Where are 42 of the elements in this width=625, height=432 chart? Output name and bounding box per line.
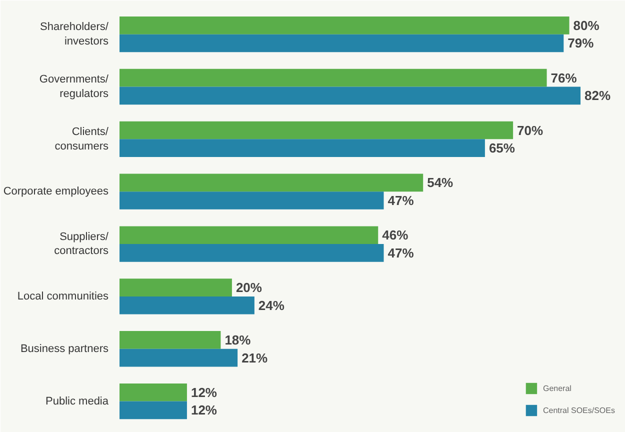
bar	[120, 244, 384, 262]
bar	[120, 68, 547, 87]
y-tick-label: Business partners	[20, 342, 109, 355]
bar	[120, 278, 232, 296]
data-label: 65%	[488, 140, 516, 156]
data-label: 12%	[190, 384, 218, 400]
y-tick-label: Corporate employees	[3, 186, 109, 198]
bar	[120, 121, 514, 140]
data-label: 79%	[568, 36, 594, 51]
data-label: 18%	[224, 332, 252, 348]
data-label: 76%	[550, 70, 578, 86]
data-label: 24%	[258, 298, 285, 313]
data-label: 12%	[190, 402, 218, 418]
data-label: 46%	[382, 228, 409, 243]
y-tick-label: Public media	[46, 395, 110, 408]
y-tick-label: Shareholders/ investors	[40, 21, 110, 48]
data-label: 20%	[236, 280, 262, 296]
data-label: 70%	[517, 122, 544, 138]
bar	[120, 192, 384, 210]
data-label: 47%	[388, 245, 414, 260]
y-tick-label: Suppliers/ contractors	[54, 230, 110, 258]
bar	[120, 331, 221, 349]
data-label: 82%	[584, 88, 611, 104]
y-tick-label: Clients/ consumers	[54, 126, 110, 152]
data-label: 54%	[427, 175, 454, 190]
bar	[120, 226, 378, 244]
bar	[120, 348, 238, 367]
bar	[120, 174, 424, 192]
data-label: 80%	[573, 18, 600, 33]
bar	[120, 383, 187, 402]
bar	[120, 16, 570, 34]
y-tick-label: Governments/ regulators	[39, 74, 110, 100]
data-label: 47%	[388, 193, 414, 208]
legend-label: Central SOEs/SOEs	[542, 406, 615, 414]
bar	[120, 139, 485, 157]
y-tick-label: Local communities	[17, 290, 109, 302]
bar	[120, 86, 581, 105]
legend-label: General	[542, 384, 572, 392]
data-label: 21%	[242, 350, 268, 366]
bar	[120, 401, 187, 420]
bar	[120, 34, 564, 52]
bar	[120, 296, 254, 314]
